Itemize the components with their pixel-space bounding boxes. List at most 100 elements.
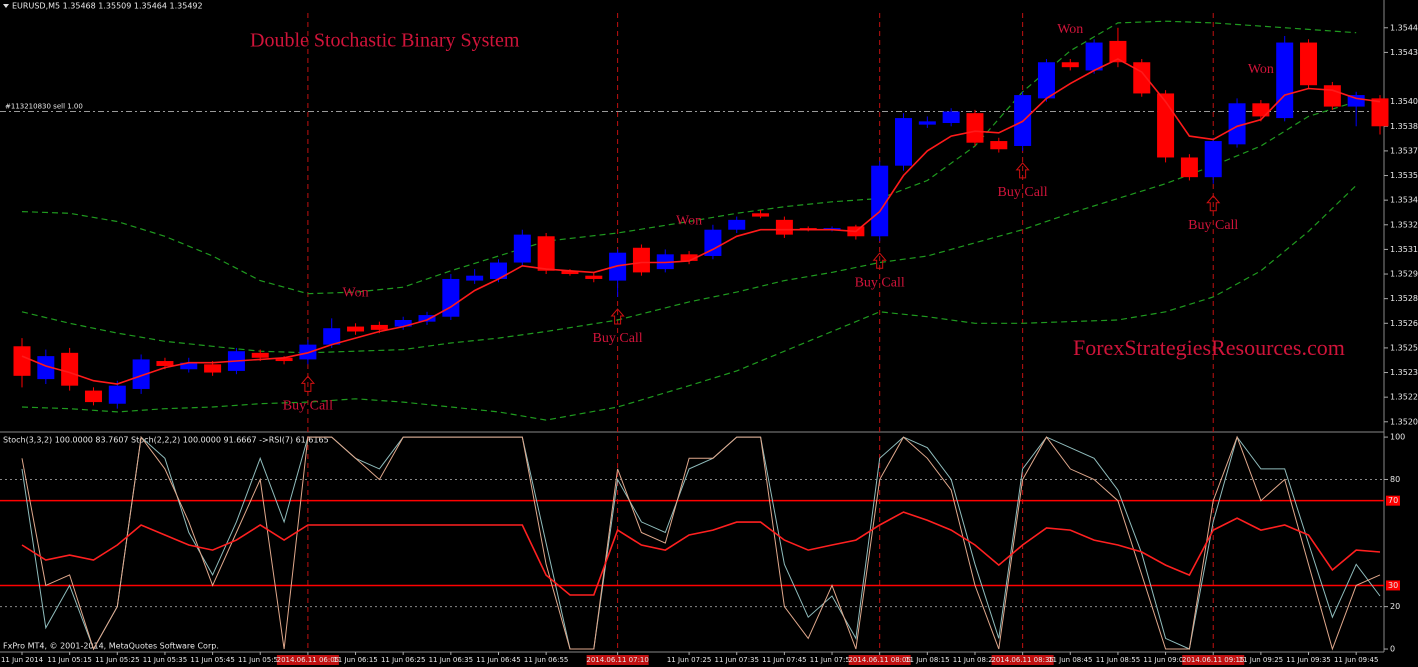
y-tick-label: 1.35280 — [1390, 294, 1418, 303]
won-label: Won — [1057, 22, 1083, 37]
candle-body — [1061, 62, 1079, 68]
y-tick-label: 1.35265 — [1390, 319, 1418, 328]
band-line — [21, 20, 1357, 295]
x-tick-label: 11 Jun 06:15 — [333, 656, 377, 664]
y-tick-label: 20 — [1390, 602, 1400, 611]
candle-body — [537, 236, 555, 271]
oscillator-line — [21, 435, 1381, 651]
level-label: 30 — [1388, 581, 1398, 590]
candle-body — [275, 357, 293, 362]
candle-body — [1276, 42, 1294, 119]
x-tick-label: 11 Jun 06:35 — [429, 656, 473, 664]
candle-body — [370, 324, 388, 330]
candle-body — [942, 111, 960, 123]
candle-body — [204, 364, 222, 373]
y-tick-label: 1.35385 — [1390, 122, 1418, 131]
oscillator-line — [21, 435, 1381, 651]
y-tick-label: 1.35430 — [1390, 48, 1418, 57]
buy-call-label: Buy Call — [1188, 218, 1238, 233]
candle-body — [1347, 95, 1365, 107]
x-tick-label: 11 Jun 05:15 — [47, 656, 91, 664]
symbol-menu-icon[interactable] — [3, 4, 9, 8]
level-label-box — [1386, 495, 1400, 506]
candle-body — [1085, 42, 1103, 71]
y-tick-label: 0 — [1390, 645, 1395, 654]
band-line — [21, 184, 1357, 421]
candle-body — [823, 228, 841, 230]
buy-arrow — [300, 375, 315, 392]
x-tick-label: 11 Jun 2014 — [1, 656, 44, 664]
candle-body — [418, 315, 436, 322]
time-highlight — [848, 655, 911, 665]
candle-body — [1133, 62, 1151, 94]
y-tick-label: 1.35340 — [1390, 196, 1418, 205]
candle-body — [323, 328, 341, 345]
buy-call-label: Buy Call — [998, 185, 1048, 200]
indicator-header: Stoch(3,3,2) 100.0000 83.7607 Stoch(2,2,… — [3, 436, 329, 445]
x-tick-label: 11 Jun 08:55 — [1096, 656, 1140, 664]
candle-body — [632, 247, 650, 273]
x-tick-label: 11 Jun 09:25 — [1239, 656, 1283, 664]
y-tick-label: 1.35220 — [1390, 393, 1418, 402]
level-label-box — [1386, 580, 1400, 591]
candle-body — [513, 234, 531, 263]
candle-body — [37, 356, 55, 380]
x-tick-label: 11 Jun 05:35 — [143, 656, 187, 664]
x-tick-label: 11 Jun 08:15 — [905, 656, 949, 664]
x-tick-label: 2014.06.11 06:05 — [277, 656, 339, 664]
candle-body — [466, 275, 484, 281]
candle-body — [871, 165, 889, 237]
candle-body — [918, 121, 936, 125]
x-tick-label: 11 Jun 05:25 — [95, 656, 139, 664]
time-highlight — [586, 655, 649, 665]
x-tick-label: 2014.06.11 07:10 — [586, 656, 648, 664]
candle-body — [1157, 93, 1175, 158]
candle-body — [13, 346, 31, 376]
candle-body — [680, 254, 698, 261]
won-label: Won — [342, 286, 368, 301]
candle-body — [728, 219, 746, 230]
x-tick-label: 2014.06.11 08:05 — [848, 656, 910, 664]
candle-body — [585, 275, 603, 279]
candle-body — [489, 262, 507, 279]
y-tick-label: 1.35235 — [1390, 368, 1418, 377]
candle-body — [156, 361, 174, 366]
x-tick-label: 2014.06.11 08:35 — [991, 656, 1053, 664]
candle-body — [1323, 85, 1341, 107]
x-tick-label: 11 Jun 06:25 — [381, 656, 425, 664]
order-line-label: #113210830 sell 1.00 — [5, 103, 83, 111]
buy-call-label: Buy Call — [283, 399, 333, 414]
buy-arrow — [872, 252, 887, 269]
candle-body — [1037, 62, 1055, 99]
candle-body — [775, 219, 793, 235]
candle-body — [1300, 42, 1318, 86]
candle-body — [347, 326, 365, 332]
y-tick-label: 1.35310 — [1390, 245, 1418, 254]
candle-body — [84, 390, 102, 403]
x-tick-label: 11 Jun 09:05 — [1143, 656, 1187, 664]
buy-arrow — [610, 308, 625, 325]
candle-body — [799, 228, 817, 230]
candle-body — [561, 270, 579, 275]
x-tick-label: 11 Jun 07:25 — [667, 656, 711, 664]
candle-body — [895, 118, 913, 166]
symbol-header: EURUSD,M5 1.35468 1.35509 1.35464 1.3549… — [12, 2, 203, 11]
x-tick-label: 11 Jun 08:45 — [1048, 656, 1092, 664]
x-tick-label: 11 Jun 05:45 — [190, 656, 234, 664]
x-tick-label: 11 Jun 06:55 — [524, 656, 568, 664]
candle-body — [108, 385, 126, 404]
x-tick-label: 11 Jun 06:45 — [476, 656, 520, 664]
y-tick-label: 1.35295 — [1390, 270, 1418, 279]
watermark: ForexStrategiesResources.com — [1073, 335, 1345, 360]
level-label: 70 — [1388, 496, 1398, 505]
won-label: Won — [1248, 62, 1274, 77]
moving-average — [21, 58, 1381, 385]
footer: FxPro MT4, © 2001-2014, MetaQuotes Softw… — [3, 642, 219, 651]
candle-body — [990, 141, 1008, 150]
candle-body — [1180, 157, 1198, 178]
y-tick-label: 1.35205 — [1390, 417, 1418, 426]
x-tick-label: 11 Jun 07:35 — [715, 656, 759, 664]
buy-arrow — [1206, 194, 1221, 212]
